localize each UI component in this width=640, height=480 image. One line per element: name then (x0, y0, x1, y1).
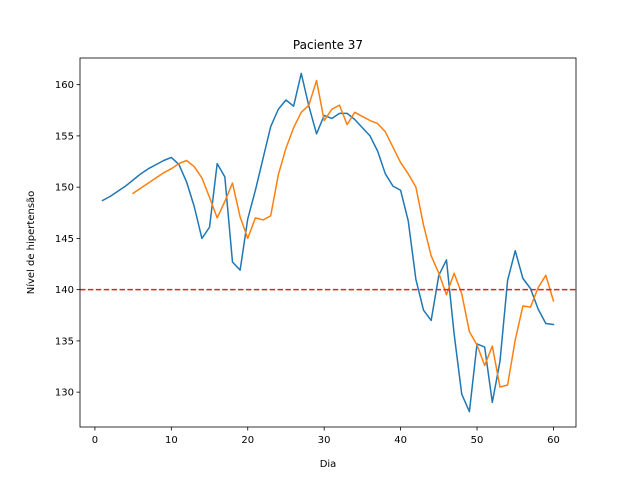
y-tick-label: 130 (55, 388, 74, 399)
chart-title: Paciente 37 (293, 38, 363, 52)
x-tick-label: 0 (92, 435, 98, 446)
y-tick-label: 150 (55, 183, 74, 194)
x-tick-label: 60 (547, 435, 560, 446)
y-tick-label: 140 (55, 285, 74, 296)
x-tick-label: 20 (241, 435, 254, 446)
axes-frame (79, 57, 577, 428)
x-axis-label: Dia (320, 459, 337, 470)
y-tick-label: 145 (55, 234, 74, 245)
series-line-2 (132, 79, 555, 388)
x-tick-label: 10 (165, 435, 178, 446)
y-axis: 130 135 140 145 150 155 160 (55, 80, 80, 399)
x-axis: 0 10 20 30 40 50 60 (92, 427, 560, 446)
y-tick-label: 160 (55, 80, 74, 91)
y-axis-label: Nível de hipertensão (25, 191, 37, 295)
plot-area (80, 72, 576, 413)
x-tick-label: 30 (318, 435, 331, 446)
y-tick-label: 155 (55, 131, 74, 142)
y-tick-label: 135 (55, 336, 74, 347)
x-tick-label: 50 (471, 435, 484, 446)
x-tick-label: 40 (394, 435, 407, 446)
series-line-1 (101, 72, 555, 413)
